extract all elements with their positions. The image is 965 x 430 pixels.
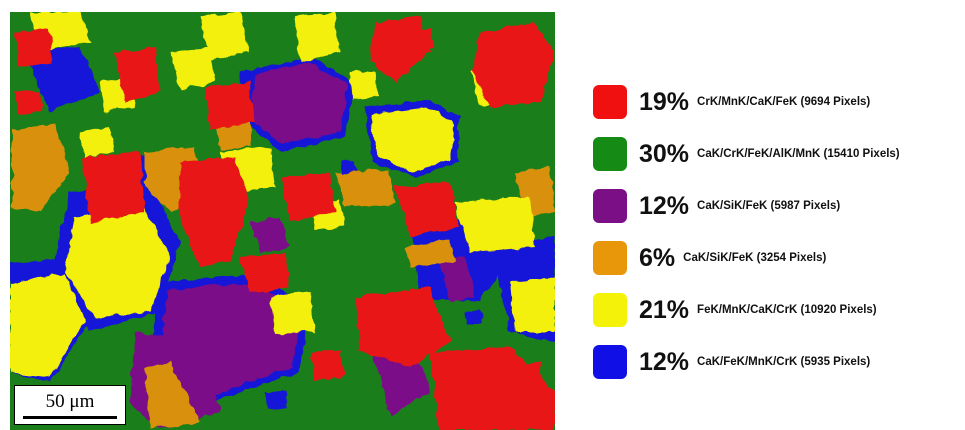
- legend-swatch: [593, 85, 627, 119]
- legend-label: FeK/MnK/CaK/CrK (10920 Pixels): [697, 304, 877, 316]
- legend-item: 30% CaK/CrK/FeK/AlK/MnK (15410 Pixels): [593, 128, 965, 180]
- legend-swatch: [593, 189, 627, 223]
- legend-item: 19% CrK/MnK/CaK/FeK (9694 Pixels): [593, 76, 965, 128]
- legend-label: CaK/FeK/MnK/CrK (5935 Pixels): [697, 356, 871, 368]
- legend-swatch: [593, 293, 627, 327]
- legend-percent: 12%: [639, 347, 690, 376]
- eds-phase-map: [10, 12, 555, 430]
- legend-percent: 12%: [639, 191, 690, 220]
- legend-swatch: [593, 137, 627, 171]
- legend-item: 12% CaK/FeK/MnK/CrK (5935 Pixels): [593, 336, 965, 388]
- legend-label: CaK/SiK/FeK (3254 Pixels): [683, 252, 827, 264]
- legend-swatch: [593, 241, 627, 275]
- legend-item: 12% CaK/SiK/FeK (5987 Pixels): [593, 180, 965, 232]
- legend-item: 6% CaK/SiK/FeK (3254 Pixels): [593, 232, 965, 284]
- legend-label: CaK/CrK/FeK/AlK/MnK (15410 Pixels): [697, 148, 900, 160]
- legend-percent: 6%: [639, 243, 676, 272]
- scale-bar-line: [23, 416, 117, 419]
- legend-item: 21% FeK/MnK/CaK/CrK (10920 Pixels): [593, 284, 965, 336]
- legend-percent: 19%: [639, 87, 690, 116]
- phase-legend: 19% CrK/MnK/CaK/FeK (9694 Pixels) 30% CaK/C…: [593, 76, 965, 388]
- scale-bar-label: 50 μm: [45, 391, 95, 412]
- legend-label: CaK/SiK/FeK (5987 Pixels): [697, 200, 841, 212]
- legend-label: CrK/MnK/CaK/FeK (9694 Pixels): [697, 96, 871, 108]
- legend-percent: 30%: [639, 139, 690, 168]
- legend-percent: 21%: [639, 295, 690, 324]
- legend-swatch: [593, 345, 627, 379]
- scale-bar: 50 μm: [14, 385, 126, 425]
